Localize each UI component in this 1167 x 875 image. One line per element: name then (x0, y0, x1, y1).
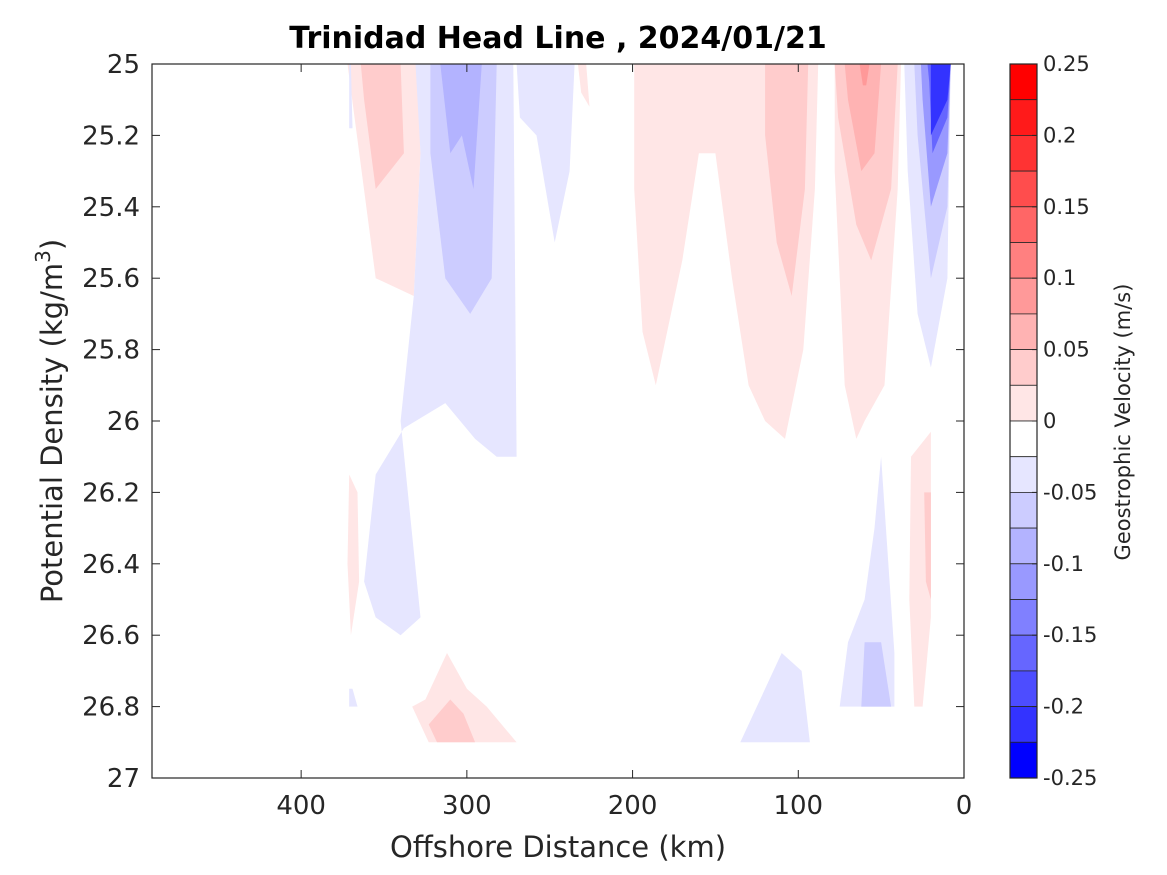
contour-region-neg-370-bottom (349, 688, 358, 707)
colorbar-tick-label: -0.25 (1043, 766, 1097, 790)
y-tick-label: 25.6 (82, 264, 140, 294)
contour-region-pos-370-deep (347, 474, 360, 636)
y-tick-label: 25.4 (82, 193, 140, 223)
contour-region-neg-250 (516, 64, 575, 243)
x-tick-label: 300 (442, 791, 492, 821)
colorbar-swatch (1009, 134, 1038, 172)
y-tick-label: 26 (107, 407, 140, 437)
contour-region-pos-60-core (844, 64, 882, 172)
contour-regions (334, 64, 951, 743)
colorbar-tick-label: -0.15 (1043, 623, 1097, 647)
y-axis-label-suffix: ) (35, 239, 69, 250)
colorbar-swatch (1009, 599, 1038, 636)
contour-region-neg-300-mid (430, 64, 497, 314)
x-tick-label: 400 (276, 791, 326, 821)
y-axis-label: Potential Density (kg/m3) (31, 239, 69, 603)
colorbar-tick-label: 0.25 (1043, 52, 1090, 76)
colorbar-swatch (1009, 634, 1038, 672)
colorbar-swatch (1009, 63, 1038, 101)
colorbar-swatch (1009, 206, 1038, 243)
contour-region-neg-coast-5 (930, 64, 951, 136)
colorbar-tick-label: 0.05 (1043, 338, 1090, 362)
y-tick-label: 26.2 (82, 478, 140, 508)
y-tick-label: 25.2 (82, 121, 140, 151)
contour-region-neg-300-core (440, 64, 482, 189)
colorbar-tick-label: 0.2 (1043, 123, 1076, 147)
contour-region-pos-230 (577, 64, 590, 107)
colorbar-label: Geostrophic Velocity (m/s) (1111, 284, 1135, 561)
colorbar-swatch (1009, 491, 1038, 529)
contour-region-neg-370-top (349, 64, 353, 129)
chart-title: Trinidad Head Line , 2024/01/21 (289, 21, 826, 56)
colorbar-swatch (1009, 99, 1038, 136)
axis-ticks: 400 300 200 100 0 25 25.2 25.4 25.6 25.8 26 26.2 26.… (82, 50, 972, 821)
contour-region-neg-60-deep-core (861, 642, 892, 707)
y-axis-label-superscript: 3 (31, 250, 55, 263)
contour-region-pos-60-max (859, 64, 870, 86)
y-axis-label-prefix: Potential Density (kg/m (35, 263, 69, 603)
x-tick-label: 100 (773, 791, 823, 821)
contour-region-pos-370-core (360, 64, 404, 189)
colorbar-tick-label: 0.1 (1043, 266, 1076, 290)
colorbar-swatch (1009, 349, 1038, 386)
colorbar-swatch (1009, 170, 1038, 208)
colorbar-swatch (1009, 313, 1038, 350)
x-tick-label: 200 (608, 791, 658, 821)
colorbar-tick-label: 0.15 (1043, 195, 1090, 219)
colorbar-swatch (1009, 670, 1038, 708)
contour-region-pos-coast-deep-core (924, 492, 931, 600)
y-tick-label: 27 (107, 764, 140, 794)
x-tick-label: 0 (956, 791, 973, 821)
colorbar-swatch (1009, 277, 1038, 315)
y-tick-label: 26.4 (82, 550, 140, 580)
colorbar-swatch (1009, 456, 1038, 493)
y-tick-label: 25.8 (82, 336, 140, 366)
colorbar-tick-label: -0.05 (1043, 480, 1097, 504)
colorbar-tick-label: -0.2 (1043, 695, 1084, 719)
colorbar-swatch (1009, 420, 1038, 458)
colorbar-swatch (1009, 384, 1038, 422)
colorbar-swatch (1009, 563, 1038, 600)
colorbar-swatch (1009, 527, 1038, 565)
colorbar-swatch (1009, 242, 1038, 279)
colorbar: 0.25 0.2 0.15 0.1 0.05 0 -0.05 -0.1 -0.15 -0.2 -0.… (1009, 52, 1097, 790)
contour-region-pos-300-deep-core (428, 699, 476, 743)
colorbar-swatch (1009, 741, 1038, 779)
contour-region-neg-100-deep (740, 653, 810, 743)
y-tick-label: 26.6 (82, 621, 140, 651)
colorbar-tick-label: 0 (1043, 409, 1056, 433)
contour-region-pos-100-core (765, 64, 809, 296)
y-tick-label: 25 (107, 50, 140, 80)
colorbar-swatch (1009, 706, 1038, 743)
x-axis-label: Offshore Distance (km) (390, 830, 726, 864)
y-tick-label: 26.8 (82, 693, 140, 723)
colorbar-tick-label: -0.1 (1043, 552, 1084, 576)
